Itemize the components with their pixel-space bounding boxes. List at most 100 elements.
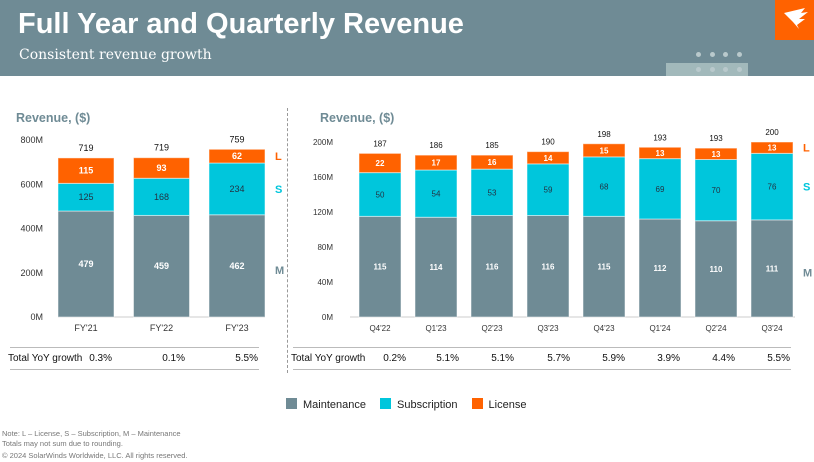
y-tick-label: 200M <box>313 138 333 147</box>
bar-segment-license <box>694 147 738 160</box>
data-label: 111 <box>766 264 779 273</box>
data-label: 168 <box>154 192 169 202</box>
series-key-M: M <box>803 267 812 279</box>
growth-value: 5.1% <box>436 353 459 364</box>
footnote-legend: Note: L – License, S – Subscription, M –… <box>2 429 181 438</box>
data-label: 115 <box>374 263 387 272</box>
y-tick-label: 800M <box>20 135 43 145</box>
bar-segment-license <box>638 146 682 160</box>
total-label: 190 <box>541 138 555 147</box>
bar-segment-license <box>470 154 514 170</box>
bar-segment-maintenance <box>470 215 514 318</box>
x-tick-label: FY'22 <box>150 323 173 333</box>
page-subtitle: Consistent revenue growth <box>19 47 212 63</box>
chart-legend: Maintenance Subscription License <box>286 398 526 411</box>
bar-segment-maintenance <box>694 220 738 318</box>
footnote-rounding: Totals may not sum due to rounding. <box>2 439 123 448</box>
data-label: 112 <box>654 264 667 273</box>
bar-segment-subscription <box>694 159 738 222</box>
data-label: 13 <box>712 150 721 159</box>
bar-segment-license <box>57 157 115 184</box>
data-label: 93 <box>156 163 166 173</box>
x-tick-label: Q3'23 <box>537 324 559 333</box>
bar-segment-maintenance <box>638 218 682 318</box>
x-tick-label: Q2'24 <box>705 324 727 333</box>
bar-segment-maintenance <box>208 214 266 318</box>
bar-segment-subscription <box>526 163 570 216</box>
data-label: 17 <box>432 159 441 168</box>
y-tick-label: 120M <box>313 208 333 217</box>
annual-growth-label: Total YoY growth <box>8 353 83 364</box>
data-label: 115 <box>79 166 94 176</box>
bar-segment-maintenance <box>133 214 190 318</box>
data-label: 459 <box>154 261 169 271</box>
bar-segment-license <box>526 151 570 165</box>
total-label: 193 <box>653 133 667 142</box>
quarterly-chart-title: Revenue, ($) <box>320 111 395 125</box>
bar-segment-subscription <box>638 158 682 220</box>
data-label: 13 <box>656 149 665 158</box>
bar-segment-subscription <box>208 162 266 216</box>
data-label: 234 <box>229 184 244 194</box>
data-label: 116 <box>486 262 499 271</box>
total-label: 200 <box>765 128 779 137</box>
total-label: 719 <box>78 143 93 153</box>
data-label: 15 <box>600 146 609 155</box>
data-label: 70 <box>712 186 721 195</box>
x-tick-label: Q1'24 <box>649 324 671 333</box>
x-tick-label: FY'21 <box>74 323 97 333</box>
bar-segment-subscription <box>582 156 626 217</box>
series-key-L: L <box>803 143 810 155</box>
data-label: 116 <box>542 262 555 271</box>
bar-segment-license <box>582 143 626 158</box>
solarwinds-logo <box>775 0 814 40</box>
series-key-S: S <box>803 182 810 194</box>
bar-segment-license <box>358 152 402 174</box>
bar-segment-license <box>208 148 266 164</box>
series-key-S: S <box>275 184 282 196</box>
y-tick-label: 0M <box>322 313 333 322</box>
x-tick-label: FY'23 <box>225 323 248 333</box>
total-label: 193 <box>709 134 723 143</box>
legend-maintenance: Maintenance <box>286 398 366 411</box>
growth-value: 5.1% <box>491 353 514 364</box>
data-label: 69 <box>656 185 665 194</box>
data-label: 114 <box>430 263 443 272</box>
bar-segment-subscription <box>470 168 514 216</box>
y-tick-label: 40M <box>317 278 333 287</box>
data-label: 462 <box>229 261 244 271</box>
data-label: 68 <box>600 183 609 192</box>
header-banner: Full Year and Quarterly Revenue Consiste… <box>0 0 814 76</box>
legend-license: License <box>471 398 526 411</box>
data-label: 125 <box>78 192 93 202</box>
data-label: 16 <box>488 158 497 167</box>
copyright: © 2024 SolarWinds Worldwide, LLC. All ri… <box>2 451 188 460</box>
data-label: 14 <box>544 154 553 163</box>
data-label: 22 <box>376 159 385 168</box>
total-label: 185 <box>485 141 499 150</box>
total-label: 198 <box>597 130 611 139</box>
y-tick-label: 600M <box>20 179 43 189</box>
data-label: 479 <box>78 259 93 269</box>
y-tick-label: 80M <box>317 243 333 252</box>
y-tick-label: 160M <box>313 173 333 182</box>
bar-segment-maintenance <box>414 216 458 318</box>
data-label: 76 <box>768 183 777 192</box>
data-label: 53 <box>488 188 497 197</box>
quarterly-growth-label: Total YoY growth <box>291 353 366 364</box>
total-label: 187 <box>373 139 387 148</box>
section-divider <box>287 108 288 373</box>
growth-value: 5.9% <box>602 353 625 364</box>
legend-subscription: Subscription <box>380 398 458 411</box>
total-label: 186 <box>429 141 443 150</box>
x-tick-label: Q2'23 <box>481 324 503 333</box>
x-tick-label: Q1'23 <box>425 324 447 333</box>
decorative-dots <box>666 63 748 76</box>
x-tick-label: Q4'23 <box>593 324 615 333</box>
data-label: 110 <box>710 265 723 274</box>
data-label: 54 <box>432 190 441 199</box>
data-label: 62 <box>232 151 242 161</box>
x-tick-label: Q3'24 <box>761 324 783 333</box>
bar-segment-subscription <box>414 169 458 218</box>
